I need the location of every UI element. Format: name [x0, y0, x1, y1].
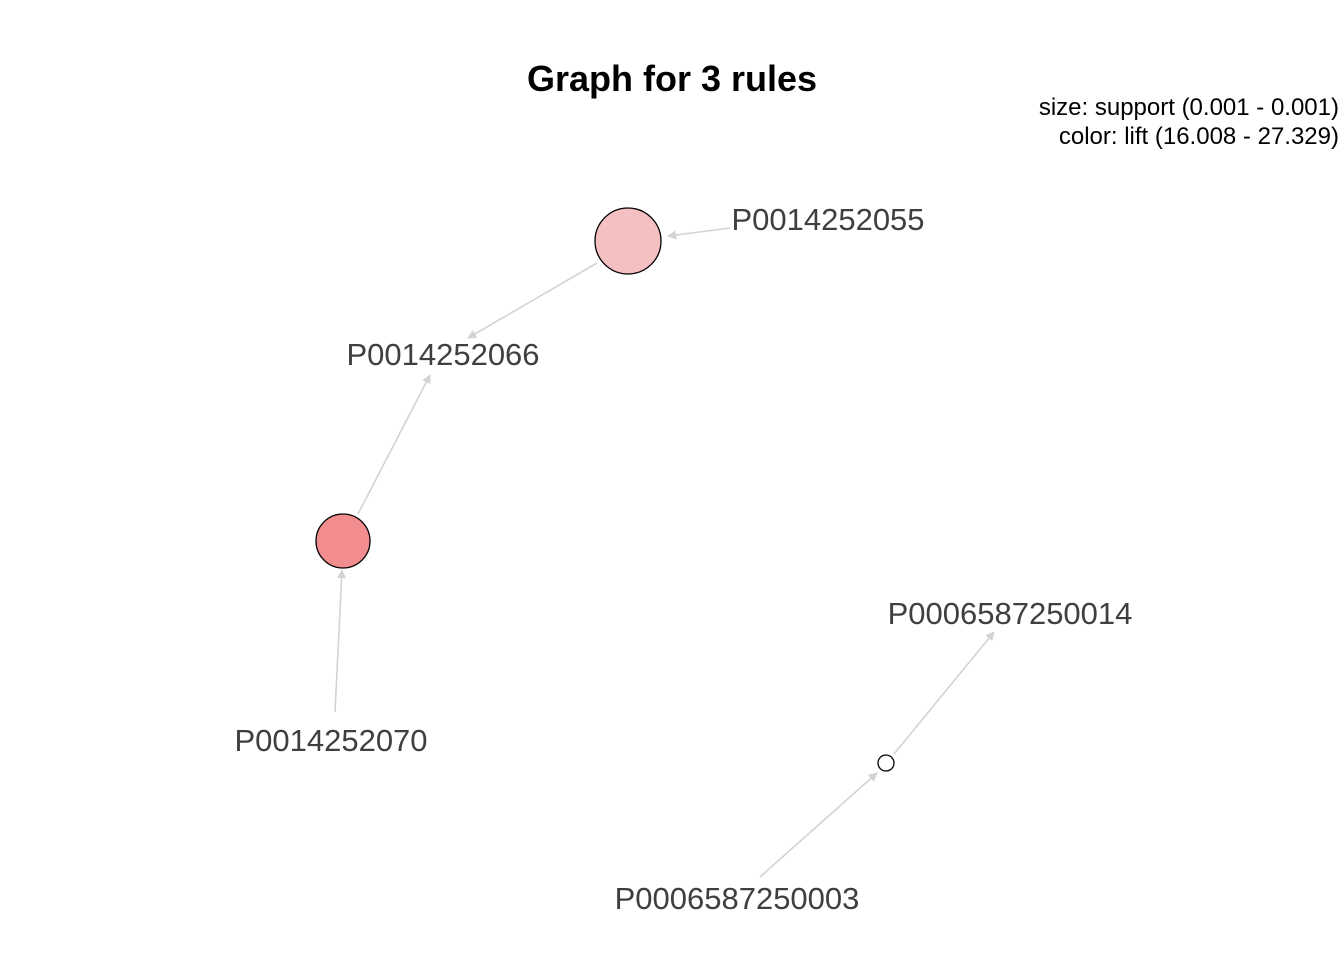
item-label-p0006587250003: P0006587250003 [615, 881, 860, 916]
legend-color-text: color: lift (16.008 - 27.329) [1059, 123, 1339, 150]
legend-size-text: size: support (0.001 - 0.001) [1039, 94, 1339, 121]
edge-item70-to-rule2 [334, 569, 347, 713]
edge-item03-to-rule3 [759, 772, 878, 878]
graph-title: Graph for 3 rules [527, 58, 817, 99]
rule-node-1 [594, 207, 662, 275]
edge-rule1-to-item66 [467, 262, 598, 339]
item-label-p0014252070: P0014252070 [234, 723, 427, 758]
edge-rule2-to-item66 [357, 374, 431, 515]
item-label-p0014252055: P0014252055 [731, 202, 924, 237]
item-label-p0014252066: P0014252066 [346, 337, 539, 372]
rule-node-2 [315, 513, 371, 569]
rule-node-3 [877, 754, 895, 772]
item-label-p0006587250014: P0006587250014 [888, 596, 1133, 631]
edge-rule3-to-item14 [893, 631, 995, 755]
edge-item55-to-rule1 [667, 227, 731, 240]
